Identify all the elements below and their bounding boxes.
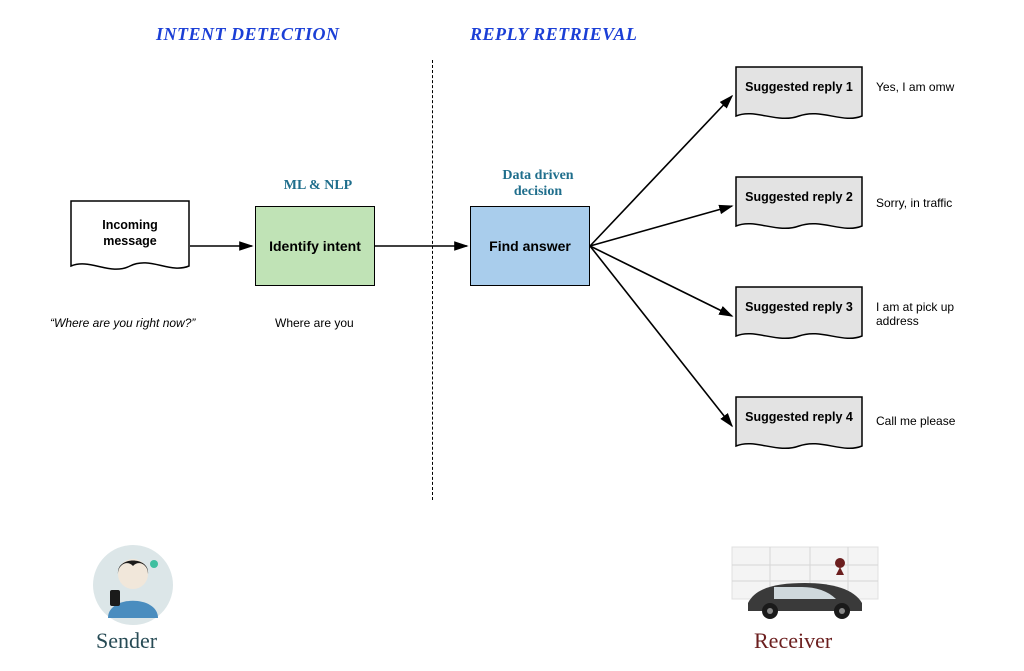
node-identify-intent: Identify intent (255, 206, 375, 286)
node-identify-intent-label: Identify intent (269, 238, 361, 254)
diagram-stage: INTENT DETECTION REPLY RETRIEVAL ML & NL… (0, 0, 1024, 671)
node-incoming-message-label: Incoming message (70, 218, 190, 249)
node-reply-3: Suggested reply 3 (735, 286, 863, 348)
label-ml-nlp: ML & NLP (276, 178, 360, 194)
node-reply-4: Suggested reply 4 (735, 396, 863, 458)
receiver-icon (730, 545, 880, 625)
identify-caption: Where are you (275, 316, 354, 330)
reply-3-caption: I am at pick up address (876, 300, 996, 328)
receiver-label: Receiver (754, 628, 832, 654)
node-reply-2: Suggested reply 2 (735, 176, 863, 238)
sender-icon (88, 540, 178, 630)
node-reply-3-label: Suggested reply 3 (735, 300, 863, 316)
section-divider (432, 60, 433, 500)
node-find-answer-label: Find answer (489, 238, 571, 254)
sender-label: Sender (96, 628, 157, 654)
node-reply-1-label: Suggested reply 1 (735, 80, 863, 96)
reply-1-caption: Yes, I am omw (876, 80, 996, 94)
label-data-driven: Data driven decision (488, 168, 588, 200)
node-reply-1: Suggested reply 1 (735, 66, 863, 128)
node-incoming-message: Incoming message (70, 200, 190, 280)
node-find-answer: Find answer (470, 206, 590, 286)
node-reply-2-label: Suggested reply 2 (735, 190, 863, 206)
node-reply-4-label: Suggested reply 4 (735, 410, 863, 426)
incoming-caption: “Where are you right now?” (50, 316, 195, 330)
heading-intent-detection: INTENT DETECTION (156, 24, 340, 45)
reply-2-caption: Sorry, in traffic (876, 196, 996, 210)
reply-4-caption: Call me please (876, 414, 996, 428)
heading-reply-retrieval: REPLY RETRIEVAL (470, 24, 637, 45)
